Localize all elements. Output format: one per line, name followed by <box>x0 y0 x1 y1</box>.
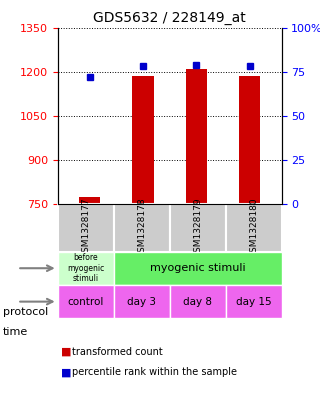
Bar <box>186 69 207 204</box>
Text: transformed count: transformed count <box>72 347 163 357</box>
Text: percentile rank within the sample: percentile rank within the sample <box>72 367 237 377</box>
Text: day 15: day 15 <box>236 297 271 307</box>
Text: control: control <box>68 297 104 307</box>
Text: GSM1328177: GSM1328177 <box>81 198 90 258</box>
Text: protocol: protocol <box>3 307 48 318</box>
Text: day 8: day 8 <box>183 297 212 307</box>
Bar <box>114 252 282 285</box>
Title: GDS5632 / 228149_at: GDS5632 / 228149_at <box>93 11 246 25</box>
Bar <box>226 285 282 318</box>
Text: GSM1328180: GSM1328180 <box>249 198 258 258</box>
Bar <box>58 252 114 285</box>
Text: ■: ■ <box>61 347 71 357</box>
Bar <box>79 197 100 204</box>
Text: time: time <box>3 327 28 337</box>
Bar <box>239 76 260 204</box>
Bar <box>114 204 170 252</box>
Text: ■: ■ <box>61 367 71 377</box>
Text: GSM1328178: GSM1328178 <box>137 198 146 258</box>
Bar <box>226 204 282 252</box>
Bar <box>58 285 114 318</box>
Bar <box>58 204 114 252</box>
Bar <box>170 285 226 318</box>
Bar <box>114 285 170 318</box>
Text: day 3: day 3 <box>127 297 156 307</box>
Text: before
myogenic
stimuli: before myogenic stimuli <box>67 253 104 283</box>
Bar <box>132 76 154 204</box>
Text: myogenic stimuli: myogenic stimuli <box>150 263 245 273</box>
Text: GSM1328179: GSM1328179 <box>193 198 202 258</box>
Bar <box>170 204 226 252</box>
